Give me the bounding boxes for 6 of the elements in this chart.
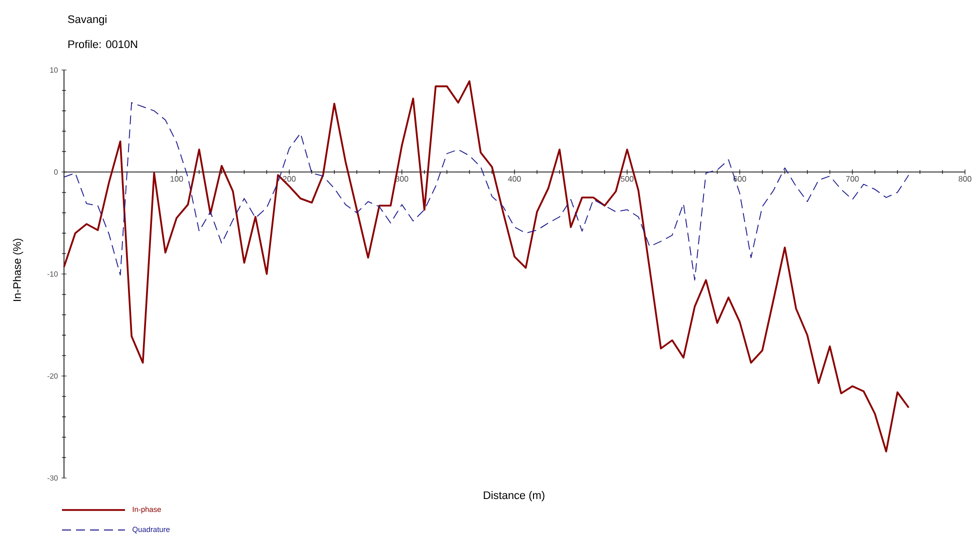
- x-axis-title: Distance (m): [484, 491, 544, 502]
- y-axis-title: In-Phase (%): [12, 238, 24, 301]
- chart-title: Savangi: [68, 15, 106, 26]
- chart-subtitle: Profile: 0010N: [68, 40, 138, 48]
- line-series: [63, 80, 910, 452]
- line-series: [64, 102, 910, 281]
